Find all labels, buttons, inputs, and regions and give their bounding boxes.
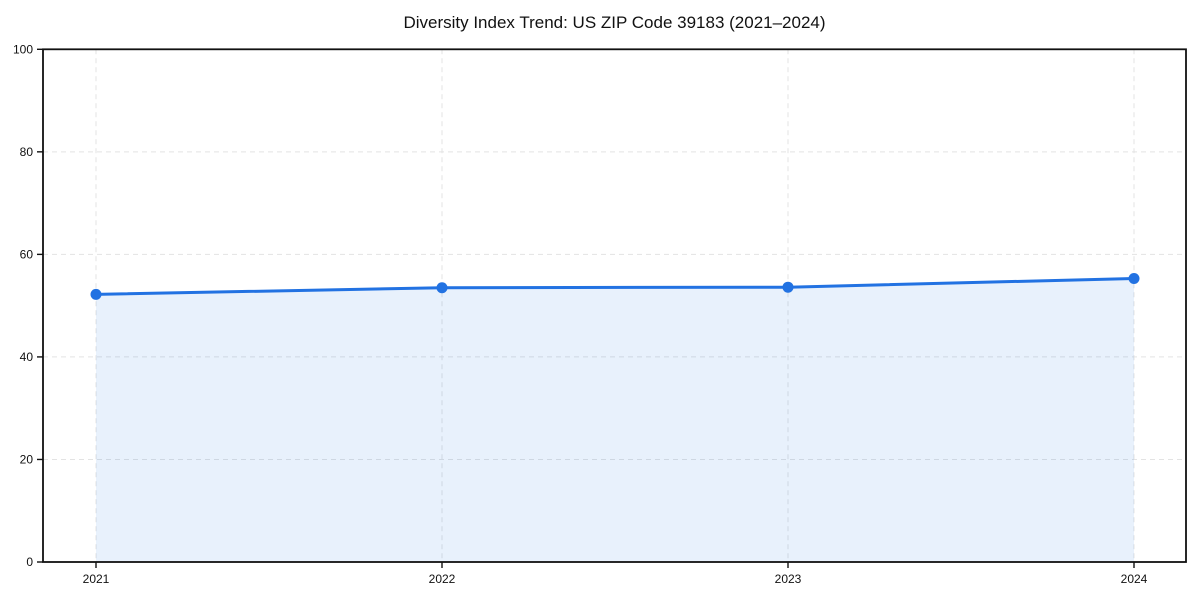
area-fill (96, 278, 1134, 562)
data-point-marker (436, 282, 448, 294)
data-point-marker (782, 281, 794, 293)
x-tick-label: 2024 (1121, 572, 1148, 586)
trend-line (94, 276, 1136, 296)
y-tick-label: 0 (26, 555, 33, 569)
y-tick-label: 80 (20, 145, 34, 159)
chart-title: Diversity Index Trend: US ZIP Code 39183… (403, 13, 826, 32)
data-point-marker (1128, 272, 1140, 284)
y-tick-label: 100 (13, 42, 33, 56)
y-tick-label: 60 (20, 247, 34, 261)
y-tick-label: 40 (20, 350, 34, 364)
plot-border (42, 48, 1187, 563)
y-tick-label: 20 (20, 453, 34, 467)
x-tick-label: 2021 (83, 572, 110, 586)
x-tick-label: 2023 (775, 572, 802, 586)
x-tick-label: 2022 (429, 572, 456, 586)
data-point-marker (90, 288, 102, 300)
